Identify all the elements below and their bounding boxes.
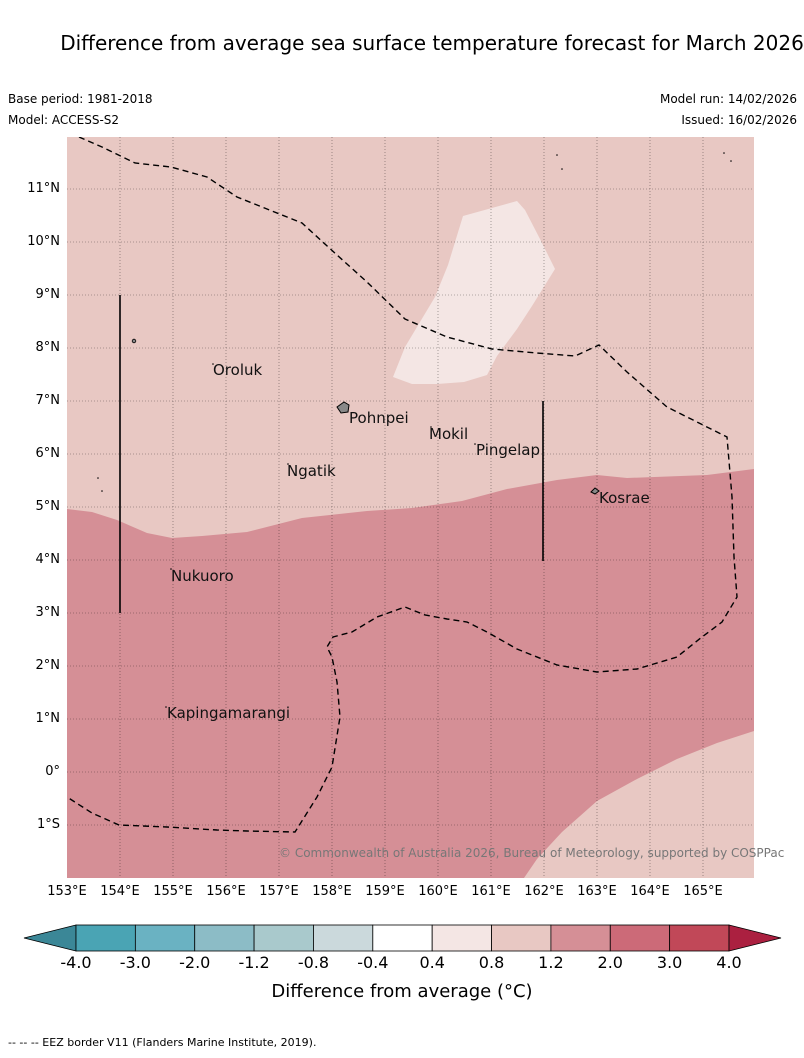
colorbar-cell	[134, 924, 196, 952]
anomaly-band-1.2-2.0	[67, 469, 754, 878]
lat-label: 6°N	[35, 446, 61, 461]
graticule	[67, 137, 754, 878]
colorbar-tick-label: 0.8	[478, 953, 505, 972]
islet-marker	[556, 154, 558, 156]
colorbar-cells	[75, 924, 730, 952]
lat-label: 9°N	[35, 287, 61, 302]
lon-label: 161°E	[471, 884, 511, 899]
anomaly-band-0.4-0.8	[393, 201, 555, 384]
lon-label: 154°E	[100, 884, 140, 899]
colorbar	[23, 924, 782, 952]
copyright-notice: © Commonwealth of Australia 2026, Bureau…	[279, 846, 785, 860]
colorbar-tick-label: -2.0	[179, 953, 211, 972]
colorbar-cell	[431, 924, 492, 952]
lon-label: 153°E	[47, 884, 87, 899]
lat-label: 5°N	[35, 499, 61, 514]
lon-label: 160°E	[418, 884, 458, 899]
place-label-ngatik: Ngatik	[287, 462, 336, 480]
colorbar-over-arrow	[728, 924, 782, 952]
model-run: Model run: 14/02/2026	[659, 92, 797, 106]
lon-label: 157°E	[259, 884, 299, 899]
islet-marker	[723, 152, 725, 154]
eez-borders	[66, 136, 738, 833]
colorbar-tick-label: -3.0	[119, 953, 151, 972]
colorbar-tick-label: -4.0	[60, 953, 92, 972]
place-label-mokil: Mokil	[429, 425, 468, 443]
islet-marker	[430, 426, 432, 428]
colorbar-cell	[669, 924, 730, 952]
issued-date: Issued: 16/02/2026	[681, 113, 797, 127]
colorbar-tick-label: 0.4	[419, 953, 445, 972]
islet-marker	[474, 443, 476, 445]
lat-label: 1°N	[35, 711, 61, 726]
place-label-pingelap: Pingelap	[476, 441, 540, 459]
islet-marker	[730, 160, 732, 162]
colorbar-cell	[313, 924, 374, 952]
colorbar-cell	[550, 924, 611, 952]
place-label-oroluk: Oroluk	[213, 361, 262, 379]
colorbar-tick-label: 1.2	[538, 953, 564, 972]
colorbar-tick-label: 4.0	[716, 953, 742, 972]
islet-marker	[97, 477, 99, 479]
lon-label: 155°E	[153, 884, 193, 899]
lon-label: 159°E	[365, 884, 405, 899]
lat-label: 11°N	[27, 181, 60, 196]
model-name: Model: ACCESS-S2	[8, 113, 120, 127]
colorbar-tick-label: -1.2	[238, 953, 270, 972]
place-label-nukuoro: Nukuoro	[171, 567, 234, 585]
lat-label: 10°N	[27, 234, 60, 249]
eez-footnote: -- -- -- EEZ border V11 (Flanders Marine…	[8, 1036, 317, 1049]
lon-label: 165°E	[683, 884, 723, 899]
kosrae-island	[590, 487, 600, 495]
lat-label: 0°	[45, 764, 60, 779]
colorbar-cell	[372, 924, 433, 952]
colorbar-cell	[75, 924, 136, 952]
place-label-kapingamarangi: Kapingamarangi	[167, 704, 290, 722]
islet-marker	[170, 568, 172, 570]
lat-label: 4°N	[35, 552, 61, 567]
islet-marker	[165, 706, 167, 708]
colorbar-cell	[253, 924, 314, 952]
islet-marker	[287, 463, 289, 465]
islet-marker	[212, 363, 214, 365]
colorbar-tick-label: -0.4	[357, 953, 389, 972]
base-period: Base period: 1981-2018	[8, 92, 153, 106]
lon-label: 156°E	[206, 884, 246, 899]
lon-label: 158°E	[312, 884, 352, 899]
colorbar-cell	[609, 924, 671, 952]
colorbar-title: Difference from average (°C)	[271, 981, 533, 1002]
sst-anomaly-map: Oroluk Pohnpei Mokil Pingelap Ngatik Kos…	[66, 136, 754, 878]
pohnpei-island	[336, 401, 350, 414]
lon-label: 163°E	[577, 884, 617, 899]
map-area: Oroluk Pohnpei Mokil Pingelap Ngatik Kos…	[66, 136, 754, 878]
map-title: Difference from average sea surface temp…	[60, 31, 804, 55]
place-label-pohnpei: Pohnpei	[349, 409, 409, 427]
lat-label: 8°N	[35, 340, 61, 355]
lat-label: 7°N	[35, 393, 61, 408]
colorbar-cell	[491, 924, 552, 952]
lat-label: 3°N	[35, 605, 61, 620]
lon-label: 164°E	[630, 884, 670, 899]
lat-label: 1°S	[36, 817, 60, 832]
colorbar-under-arrow	[23, 924, 77, 952]
lon-label: 162°E	[524, 884, 564, 899]
lat-label: 2°N	[35, 658, 61, 673]
islet-marker	[131, 338, 137, 344]
colorbar-tick-label: -0.8	[297, 953, 330, 972]
islet-marker	[101, 490, 103, 492]
islet-marker	[561, 168, 563, 170]
colorbar-tick-label: 3.0	[656, 953, 683, 972]
place-label-kosrae: Kosrae	[599, 489, 650, 507]
colorbar-cell	[194, 924, 255, 952]
colorbar-tick-label: 2.0	[597, 953, 623, 972]
